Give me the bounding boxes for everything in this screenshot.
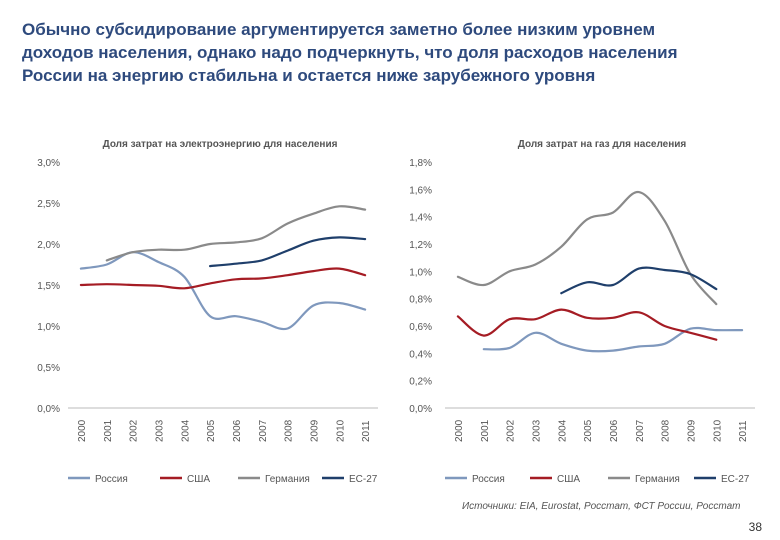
y-tick-label: 0,8%: [409, 295, 432, 306]
legend-label-eu27: ЕС-27: [721, 474, 750, 485]
y-tick-label: 1,6%: [409, 185, 432, 196]
x-tick-label: 2007: [258, 419, 269, 442]
y-tick-label: 1,5%: [37, 281, 60, 292]
series-line-russia: [482, 326, 744, 353]
source-note: Источники: EIA, Eurostat, Росстат, ФСТ Р…: [462, 501, 741, 512]
y-tick-label: 3,0%: [37, 158, 60, 169]
x-tick-label: 2001: [480, 419, 491, 442]
x-tick-label: 2002: [506, 419, 517, 442]
chart-title: Доля затрат на электроэнергию для населе…: [103, 139, 338, 150]
x-tick-label: 2009: [686, 419, 697, 442]
y-tick-label: 1,0%: [37, 322, 60, 333]
y-tick-label: 0,5%: [37, 363, 60, 374]
x-tick-label: 2008: [284, 419, 295, 442]
y-tick-label: 1,2%: [409, 240, 432, 251]
x-tick-label: 2008: [661, 419, 672, 442]
x-tick-label: 2000: [77, 419, 88, 442]
legend-label-usa: США: [557, 474, 580, 485]
x-tick-label: 2010: [335, 419, 346, 442]
series-line-usa: [456, 308, 718, 341]
y-tick-label: 0,0%: [37, 404, 60, 415]
y-tick-label: 2,5%: [37, 199, 60, 210]
y-tick-label: 1,0%: [409, 267, 432, 278]
slide-title-line-1: Обычно субсидирование аргументируется за…: [22, 20, 656, 39]
series-line-usa: [79, 267, 367, 290]
x-tick-label: 2002: [129, 419, 140, 442]
chart-title: Доля затрат на газ для населения: [518, 139, 687, 150]
y-tick-label: 1,4%: [409, 213, 432, 224]
series-line-russia: [79, 251, 367, 331]
x-tick-label: 2004: [557, 419, 568, 442]
y-tick-label: 2,0%: [37, 240, 60, 251]
x-tick-label: 2004: [180, 419, 191, 442]
legend-label-germany: Германия: [635, 474, 680, 485]
legend-label-russia: Россия: [472, 474, 505, 485]
series-line-eu27: [209, 236, 367, 268]
x-tick-label: 2001: [103, 419, 114, 442]
x-tick-label: 2005: [583, 419, 594, 442]
chart-1: Доля затрат на электроэнергию для населе…: [37, 139, 378, 485]
slide-title-line-2: доходов населения, однако надо подчеркну…: [22, 43, 678, 62]
y-tick-label: 0,4%: [409, 349, 432, 360]
legend-label-eu27: ЕС-27: [349, 474, 378, 485]
x-tick-label: 2003: [531, 419, 542, 442]
legend-label-usa: США: [187, 474, 210, 485]
slide-title: Обычно субсидирование аргументируется за…: [22, 18, 762, 87]
x-tick-label: 2005: [206, 419, 217, 442]
legend-label-germany: Германия: [265, 474, 310, 485]
x-tick-label: 2006: [232, 419, 243, 442]
chart-2: Доля затрат на газ для населения 0,0% 0,2%…: [409, 139, 755, 485]
y-tick-label: 0,0%: [409, 404, 432, 415]
legend-label-russia: Россия: [95, 474, 128, 485]
x-tick-label: 2010: [712, 419, 723, 442]
y-tick-label: 0,6%: [409, 322, 432, 333]
series-line-eu27: [560, 266, 718, 295]
x-tick-label: 2000: [454, 419, 465, 442]
x-tick-label: 2011: [361, 420, 372, 442]
y-tick-label: 0,2%: [409, 377, 432, 388]
x-tick-label: 2009: [309, 419, 320, 442]
y-tick-label: 1,8%: [409, 158, 432, 169]
x-tick-label: 2006: [609, 419, 620, 442]
x-tick-label: 2007: [635, 419, 646, 442]
page-number: 38: [748, 520, 762, 534]
series-line-germany: [105, 205, 367, 262]
x-tick-label: 2011: [738, 420, 749, 442]
slide-title-line-3: России на энергию стабильна и остается н…: [22, 66, 596, 85]
x-tick-label: 2003: [154, 419, 165, 442]
series-line-germany: [456, 191, 718, 306]
